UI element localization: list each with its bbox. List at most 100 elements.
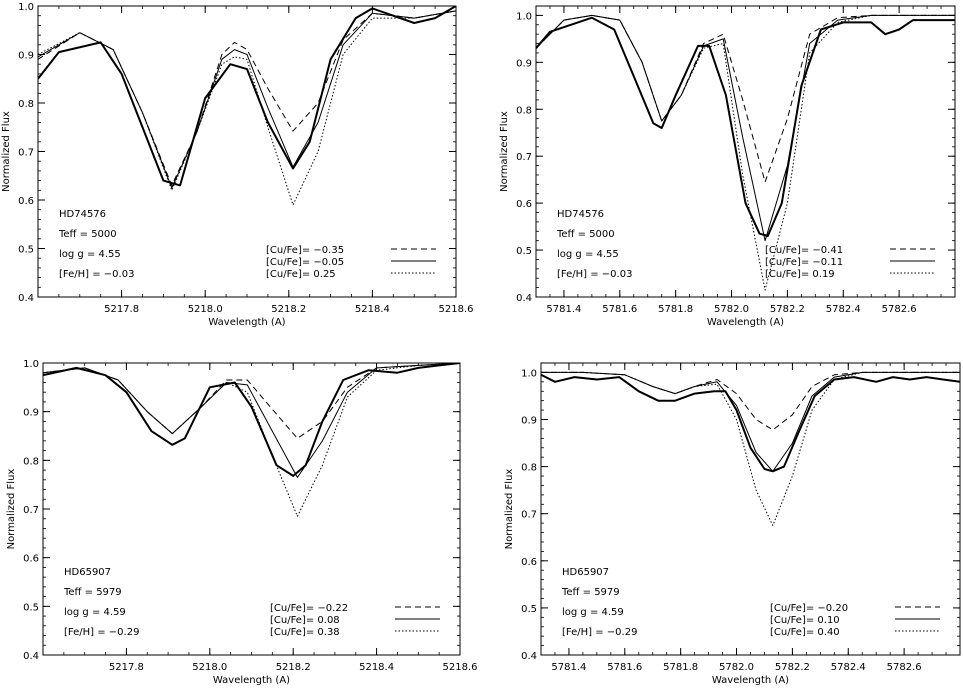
y-axis-label: Normalized Flux [1,111,12,192]
x-tick-label: 5781.8 [658,304,693,315]
synthetic-spectrum-line-dotted [541,371,960,526]
y-tick-label: 0.9 [516,58,532,69]
y-axis-label: Normalized Flux [504,469,515,550]
x-tick-label: 5782.2 [775,662,810,673]
legend-entry-label: [Cu/Fe]= 0.25 [266,269,336,280]
x-axis-label: Wavelength (A) [712,675,789,686]
x-tick-label: 5782.4 [826,304,861,315]
x-tick-label: 5782.6 [882,304,917,315]
x-tick-label: 5218.4 [355,304,390,315]
star-parameter-text: log g = 4.59 [562,607,624,618]
observed-spectrum-line [43,363,460,477]
star-parameter-text: Teff = 5979 [561,587,620,598]
star-parameter-text: log g = 4.59 [64,607,126,618]
observed-spectrum-line [536,16,955,237]
chart-panel-2: 5781.4 5781.6 5781.8 5782.0 5782.2 5782.4 5782… [499,5,956,328]
x-tick-label: 5781.6 [607,662,642,673]
x-tick-label: 5782.0 [719,662,754,673]
synthetic-spectrum-line-dotted [536,14,955,291]
x-tick-label: 5218.6 [439,304,474,315]
legend-entry-label: [Cu/Fe]= −0.05 [266,257,344,268]
star-parameter-text: HD65907 [562,567,609,578]
y-tick-label: 0.8 [521,463,537,474]
star-parameter-text: Teff = 5979 [63,587,122,598]
y-tick-label: 0.8 [516,105,532,116]
star-parameter-text: [Fe/H] = −0.03 [557,269,632,280]
y-axis-label: Normalized Flux [6,469,17,550]
x-tick-label: 5218.0 [192,662,227,673]
y-tick-label: 0.9 [23,408,39,419]
legend-entry-label: [Cu/Fe]= −0.22 [270,603,348,614]
legend-entry-label: [Cu/Fe]= −0.11 [765,257,843,268]
x-axis-label: Wavelength (A) [707,317,784,328]
legend-entry-label: [Cu/Fe]= −0.35 [266,245,344,256]
y-tick-label: 0.7 [521,510,537,521]
synthetic-spectrum-line-dashed [536,14,955,183]
legend-entry-label: [Cu/Fe]= 0.10 [770,615,840,626]
y-tick-label: 0.9 [521,416,537,427]
x-axis-label: Wavelength (A) [213,675,290,686]
synthetic-spectrum-line-solid [541,371,960,472]
x-tick-label: 5781.4 [551,662,586,673]
y-tick-label: 0.4 [516,293,532,304]
y-tick-label: 1.0 [521,368,537,379]
legend-entry-label: [Cu/Fe]= 0.38 [270,627,340,638]
x-tick-label: 5782.4 [831,662,866,673]
x-tick-label: 5218.2 [271,304,306,315]
x-tick-label: 5218.6 [443,662,478,673]
y-tick-label: 0.8 [23,456,39,467]
y-tick-label: 0.7 [23,505,39,516]
chart-panel-1: 5217.8 5218.0 5218.2 5218.4 5218.6 0.4 0.5 0.6 0… [1,2,474,328]
chart-panel-3: 5217.8 5218.0 5218.2 5218.4 5218.6 0.4 0.5 0.6 0… [6,359,478,686]
star-parameter-text: HD74576 [59,209,106,220]
star-parameter-text: [Fe/H] = −0.29 [562,627,637,638]
synthetic-spectrum-line-solid [38,10,456,189]
x-tick-label: 5782.2 [770,304,805,315]
x-tick-label: 5218.0 [188,304,223,315]
y-tick-label: 0.5 [521,604,537,615]
y-tick-label: 0.6 [23,554,39,565]
y-tick-label: 0.4 [18,293,34,304]
observed-spectrum-line [541,373,960,473]
star-parameter-text: Teff = 5000 [58,229,117,240]
star-parameter-text: [Fe/H] = −0.03 [59,269,134,280]
synthetic-spectrum-line-solid [43,363,460,478]
x-tick-label: 5218.4 [359,662,394,673]
y-tick-label: 1.0 [18,2,34,13]
x-tick-label: 5217.8 [104,304,139,315]
star-parameter-text: HD74576 [557,209,604,220]
y-tick-label: 0.6 [516,199,532,210]
x-tick-label: 5781.4 [546,304,581,315]
y-tick-label: 0.4 [521,651,537,662]
synthetic-spectrum-line-solid [536,14,955,242]
legend-entry-label: [Cu/Fe]= −0.41 [765,245,843,256]
star-parameter-text: [Fe/H] = −0.29 [64,627,139,638]
x-axis-label: Wavelength (A) [208,317,285,328]
synthetic-spectrum-line-dashed [38,10,456,186]
y-tick-label: 0.5 [18,245,34,256]
x-tick-label: 5781.6 [602,304,637,315]
x-tick-label: 5781.8 [663,662,698,673]
legend-entry-label: [Cu/Fe]= −0.20 [770,603,848,614]
x-tick-label: 5218.2 [276,662,311,673]
y-tick-label: 0.5 [516,246,532,257]
star-parameter-text: log g = 4.55 [557,249,619,260]
y-tick-label: 0.7 [516,152,532,163]
y-axis-label: Normalized Flux [499,111,510,192]
observed-spectrum-line [38,6,456,187]
legend-entry-label: [Cu/Fe]= 0.40 [770,627,840,638]
star-parameter-text: log g = 4.55 [59,249,121,260]
synthetic-spectrum-line-dotted [38,10,456,206]
synthetic-spectrum-line-dashed [541,371,960,431]
y-tick-label: 0.6 [521,557,537,568]
y-tick-label: 0.8 [18,99,34,110]
y-tick-label: 1.0 [23,359,39,370]
chart-panel-4: 5781.4 5781.6 5781.8 5782.0 5782.2 5782.4 5782… [504,362,961,686]
y-tick-label: 0.5 [23,602,39,613]
x-tick-label: 5782.0 [714,304,749,315]
legend-entry-label: [Cu/Fe]= 0.08 [270,615,340,626]
y-tick-label: 0.4 [23,651,39,662]
legend-entry-label: [Cu/Fe]= 0.19 [765,269,835,280]
y-tick-label: 1.0 [516,11,532,22]
